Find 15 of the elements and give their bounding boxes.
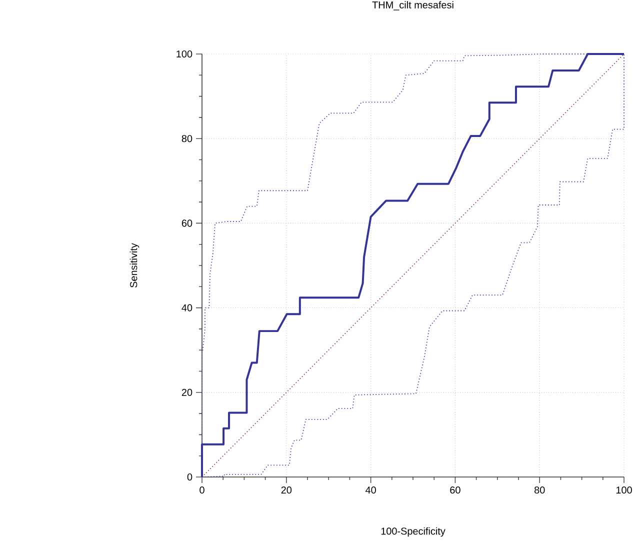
x-axis-title: 100-Specificity [381, 527, 446, 537]
y-tick-label: 20 [182, 388, 192, 396]
x-tick-label: 20 [281, 486, 292, 494]
x-tick-label: 80 [534, 486, 545, 494]
x-tick-label: 40 [365, 486, 376, 494]
x-tick-label: 0 [200, 486, 204, 494]
y-tick-label: 80 [182, 135, 192, 142]
y-axis-title: Sensitivity [130, 243, 140, 288]
chart-title: THM_cilt mesafesi [372, 1, 454, 10]
y-tick-label: 100 [176, 50, 192, 58]
y-tick-label: 40 [182, 304, 192, 312]
x-tick-label: 60 [450, 486, 460, 494]
y-tick-label: 60 [182, 220, 192, 227]
y-tick-label: 0 [187, 473, 192, 481]
x-tick-label: 100 [616, 486, 632, 494]
